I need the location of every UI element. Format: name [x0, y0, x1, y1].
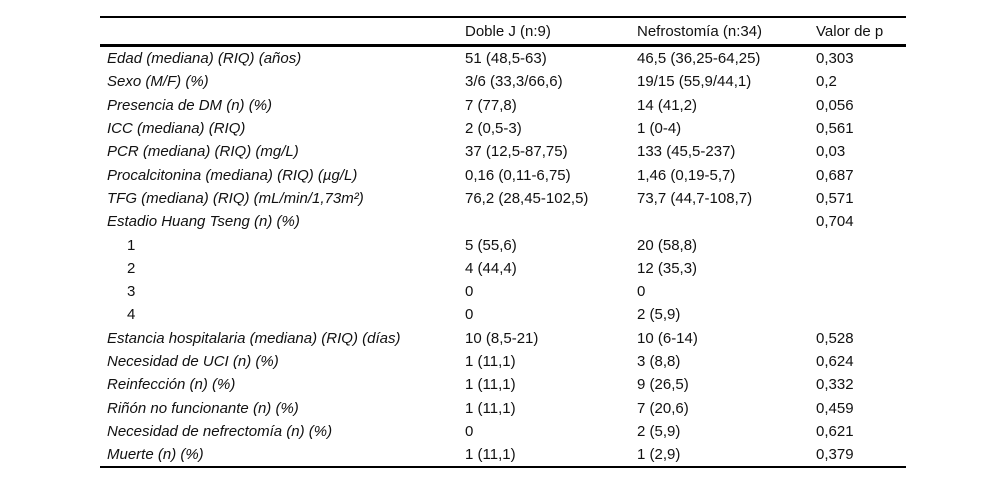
cell-nefrostomia: 10 (6-14) — [637, 329, 698, 347]
table-row-sexo: Sexo (M/F) (%) 3/6 (33,3/66,6) 19/15 (55… — [100, 70, 906, 93]
table-row-estadio-4: 4 0 2 (5,9) — [100, 303, 906, 326]
row-label: Necesidad de UCI (n) (%) — [107, 353, 279, 370]
cell-doble-j: 37 (12,5-87,75) — [465, 143, 568, 161]
cell-nefrostomia: 46,5 (36,25-64,25) — [637, 50, 761, 68]
header-nefrostomia: Nefrostomía (n:34) — [637, 22, 763, 40]
cell-nefrostomia: 73,7 (44,7-108,7) — [637, 189, 753, 207]
cell-p-value — [816, 280, 906, 303]
table-row-estancia-hospitalaria: Estancia hospitalaria (mediana) (RIQ) (d… — [100, 327, 906, 350]
cell-p-value: 0,379 — [816, 446, 854, 464]
cell-doble-j: 7 (77,8) — [465, 96, 517, 114]
row-label: Necesidad de nefrectomía (n) (%) — [107, 422, 333, 440]
cell-nefrostomia: 2 (5,9) — [637, 306, 681, 324]
table-header-row: Doble J (n:9) Nefrostomía (n:34) Valor d… — [100, 17, 906, 46]
table-row-icc: ICC (mediana) (RIQ) 2 (0,5-3) 1 (0-4) 0,… — [100, 117, 906, 140]
cell-p-value: 0,571 — [816, 189, 854, 207]
row-label: Presencia de DM (n) (%) — [107, 96, 273, 114]
cell-doble-j — [465, 210, 637, 233]
cell-p-value: 0,459 — [816, 399, 854, 417]
cell-doble-j: 4 (44,4) — [465, 259, 517, 277]
cell-nefrostomia: 2 (5,9) — [637, 422, 681, 440]
cell-p-value: 0,561 — [816, 120, 854, 138]
header-empty-cell — [100, 17, 465, 46]
cell-nefrostomia: 7 (20,6) — [637, 399, 689, 417]
cell-doble-j: 1 (11,1) — [465, 399, 516, 417]
cell-doble-j: 76,2 (28,45-102,5) — [465, 189, 589, 207]
cell-doble-j: 5 (55,6) — [465, 236, 517, 254]
cell-doble-j: 51 (48,5-63) — [465, 50, 547, 68]
cell-p-value: 0,332 — [816, 376, 854, 394]
row-label: PCR (mediana) (RIQ) (mg/L) — [107, 143, 299, 161]
cell-doble-j: 2 (0,5-3) — [465, 120, 522, 138]
cell-nefrostomia: 1 (2,9) — [637, 446, 681, 464]
row-label: TFG (mediana) (RIQ) (mL/min/1,73m²) — [107, 189, 364, 207]
table-row-estadio-3: 3 0 0 — [100, 280, 906, 303]
row-label: Reinfección (n) (%) — [107, 376, 236, 394]
cell-nefrostomia: 20 (58,8) — [637, 236, 698, 254]
cell-p-value: 0,056 — [816, 96, 854, 114]
table-row-procalcitonina: Procalcitonina (mediana) (RIQ) (µg/L) 0,… — [100, 163, 906, 186]
row-label: 1 — [127, 236, 136, 254]
table-row-necesidad-uci: Necesidad de UCI (n) (%) 1 (11,1) 3 (8,8… — [100, 350, 906, 373]
cell-nefrostomia: 1,46 (0,19-5,7) — [637, 166, 736, 184]
table-row-estadio-huang-tseng: Estadio Huang Tseng (n) (%) 0,704 — [100, 210, 906, 233]
table-row-muerte: Muerte (n) (%) 1 (11,1) 1 (2,9) 0,379 — [100, 443, 906, 467]
cell-nefrostomia: 19/15 (55,9/44,1) — [637, 73, 752, 91]
cell-p-value: 0,303 — [816, 50, 854, 68]
cell-nefrostomia: 14 (41,2) — [637, 96, 698, 114]
row-label: Estadio Huang Tseng (n) (%) — [107, 213, 300, 231]
cell-p-value: 0,2 — [816, 73, 837, 91]
row-label: Muerte (n) (%) — [107, 446, 204, 464]
cell-doble-j: 0 — [465, 422, 474, 440]
table-row-estadio-2: 2 4 (44,4) 12 (35,3) — [100, 257, 906, 280]
row-label: Estancia hospitalaria (mediana) (RIQ) (d… — [107, 329, 401, 347]
cell-p-value: 0,528 — [816, 329, 854, 347]
row-label: Sexo (M/F) (%) — [107, 73, 209, 91]
table-row-tfg: TFG (mediana) (RIQ) (mL/min/1,73m²) 76,2… — [100, 187, 906, 210]
cell-nefrostomia: 133 (45,5-237) — [637, 143, 736, 161]
cell-p-value — [816, 233, 906, 256]
table-row-edad: Edad (mediana) (RIQ) (años) 51 (48,5-63)… — [100, 46, 906, 71]
cell-doble-j: 1 (11,1) — [465, 376, 516, 394]
cell-nefrostomia — [637, 210, 816, 233]
cell-doble-j: 0 — [465, 283, 474, 301]
row-label: Riñón no funcionante (n) (%) — [107, 399, 299, 417]
cell-p-value: 0,687 — [816, 166, 854, 184]
cell-p-value — [816, 257, 906, 280]
cell-nefrostomia: 1 (0-4) — [637, 120, 682, 138]
cell-nefrostomia: 12 (35,3) — [637, 259, 698, 277]
header-doble-j: Doble J (n:9) — [465, 22, 551, 40]
cell-doble-j: 0,16 (0,11-6,75) — [465, 166, 571, 184]
cell-doble-j: 1 (11,1) — [465, 446, 516, 464]
cell-p-value: 0,621 — [816, 422, 854, 440]
cell-doble-j: 1 (11,1) — [465, 353, 516, 370]
comparison-table-container: Doble J (n:9) Nefrostomía (n:34) Valor d… — [100, 16, 906, 468]
cell-nefrostomia: 3 (8,8) — [637, 353, 681, 370]
row-label: Edad (mediana) (RIQ) (años) — [107, 50, 302, 68]
row-label: 4 — [127, 306, 136, 324]
row-label: 2 — [127, 259, 136, 277]
table-row-rinon-no-funcionante: Riñón no funcionante (n) (%) 1 (11,1) 7 … — [100, 396, 906, 419]
cell-p-value: 0,704 — [816, 213, 854, 231]
cell-doble-j: 10 (8,5-21) — [465, 329, 539, 347]
cell-doble-j: 3/6 (33,3/66,6) — [465, 73, 563, 91]
table-row-necesidad-nefrectomia: Necesidad de nefrectomía (n) (%) 0 2 (5,… — [100, 420, 906, 443]
row-label: 3 — [127, 283, 136, 301]
table-row-presencia-dm: Presencia de DM (n) (%) 7 (77,8) 14 (41,… — [100, 94, 906, 117]
cell-nefrostomia: 0 — [637, 283, 646, 301]
row-label: Procalcitonina (mediana) (RIQ) (µg/L) — [107, 166, 358, 184]
cell-p-value: 0,624 — [816, 353, 854, 370]
row-label: ICC (mediana) (RIQ) — [107, 120, 246, 138]
comparison-table: Doble J (n:9) Nefrostomía (n:34) Valor d… — [100, 16, 906, 468]
header-p-value: Valor de p — [816, 22, 884, 40]
cell-doble-j: 0 — [465, 306, 474, 324]
cell-nefrostomia: 9 (26,5) — [637, 376, 689, 394]
cell-p-value — [816, 303, 906, 326]
table-row-pcr: PCR (mediana) (RIQ) (mg/L) 37 (12,5-87,7… — [100, 140, 906, 163]
table-row-reinfeccion: Reinfección (n) (%) 1 (11,1) 9 (26,5) 0,… — [100, 373, 906, 396]
table-row-estadio-1: 1 5 (55,6) 20 (58,8) — [100, 233, 906, 256]
cell-p-value: 0,03 — [816, 143, 846, 161]
